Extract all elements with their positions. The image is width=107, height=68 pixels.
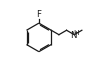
Text: H: H [73, 30, 79, 36]
Text: N: N [71, 31, 77, 40]
Text: F: F [36, 10, 41, 19]
